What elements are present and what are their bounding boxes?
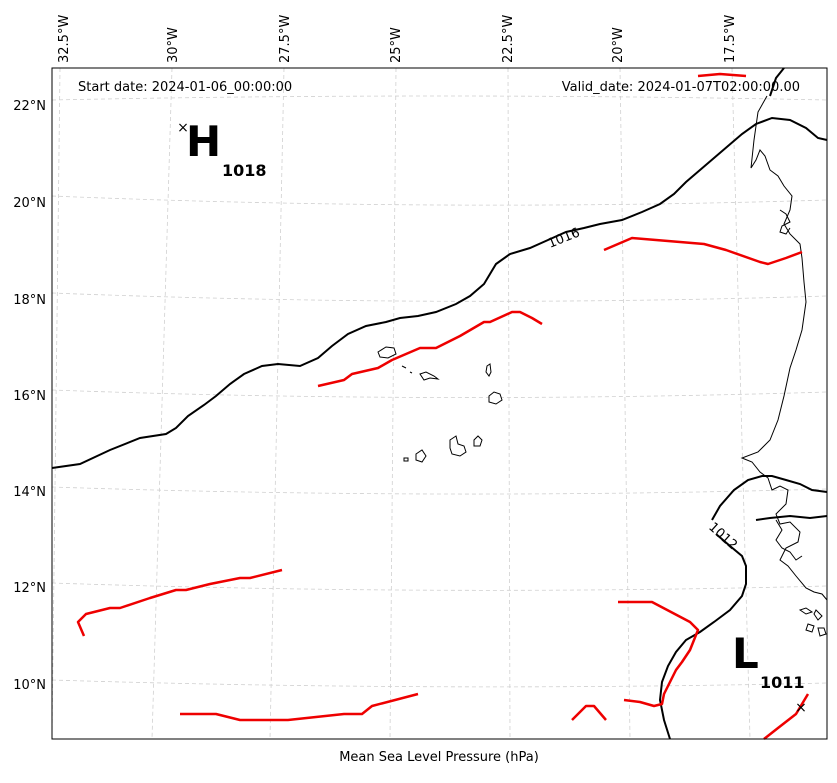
high-center-letter: H bbox=[186, 117, 221, 166]
trough-northeast bbox=[603, 236, 803, 266]
lat-tick-label: 20°N bbox=[13, 196, 46, 211]
graticule bbox=[51, 67, 828, 740]
map-background bbox=[52, 68, 827, 739]
trough-south bbox=[571, 704, 607, 721]
lon-tick-label: 20°W bbox=[611, 27, 626, 63]
low-center-letter: L bbox=[732, 629, 759, 678]
isobar-1012-east bbox=[755, 514, 828, 521]
west-africa-coast bbox=[740, 95, 828, 601]
valid-date-label: Valid_date: 2024-01-07T02:00:00.00 bbox=[562, 80, 800, 95]
lon-tick-label: 27.5°W bbox=[278, 15, 293, 63]
lon-tick-label: 25°W bbox=[389, 27, 404, 63]
cape-verde-islands bbox=[377, 346, 503, 463]
lat-tick-label: 10°N bbox=[13, 678, 46, 693]
trough-east bbox=[618, 600, 700, 708]
lat-tick-label: 18°N bbox=[13, 293, 46, 308]
start-date-label: Start date: 2024-01-06_00:00:00 bbox=[78, 80, 292, 95]
lon-tick-label: 22.5°W bbox=[501, 15, 516, 63]
lon-tick-label: 30°W bbox=[166, 27, 181, 63]
trough-south-west bbox=[180, 692, 419, 722]
map-caption: Mean Sea Level Pressure (hPa) bbox=[339, 750, 539, 765]
trough-top bbox=[697, 72, 747, 78]
lat-tick-label: 16°N bbox=[13, 389, 46, 404]
isobar-1012 bbox=[711, 475, 828, 521]
trough-central bbox=[317, 310, 543, 388]
coastline bbox=[740, 95, 828, 637]
trough-southeast bbox=[763, 693, 810, 740]
low-center-marker: × bbox=[795, 700, 807, 716]
lon-tick-label: 32.5°W bbox=[57, 15, 72, 63]
isobar-north bbox=[769, 67, 785, 97]
lat-tick-label: 22°N bbox=[13, 99, 46, 114]
isobar-1016 bbox=[51, 116, 828, 469]
isobars bbox=[51, 67, 828, 740]
lat-tick-label: 14°N bbox=[13, 485, 46, 500]
trough-west bbox=[76, 568, 283, 637]
high-center-marker: × bbox=[177, 120, 189, 136]
map-frame bbox=[51, 67, 828, 740]
lat-tick-label: 12°N bbox=[13, 581, 46, 596]
low-center-value: 1011 bbox=[760, 673, 805, 692]
troughs bbox=[76, 72, 810, 740]
high-center-value: 1018 bbox=[222, 161, 267, 180]
lon-tick-label: 17.5°W bbox=[723, 15, 738, 63]
